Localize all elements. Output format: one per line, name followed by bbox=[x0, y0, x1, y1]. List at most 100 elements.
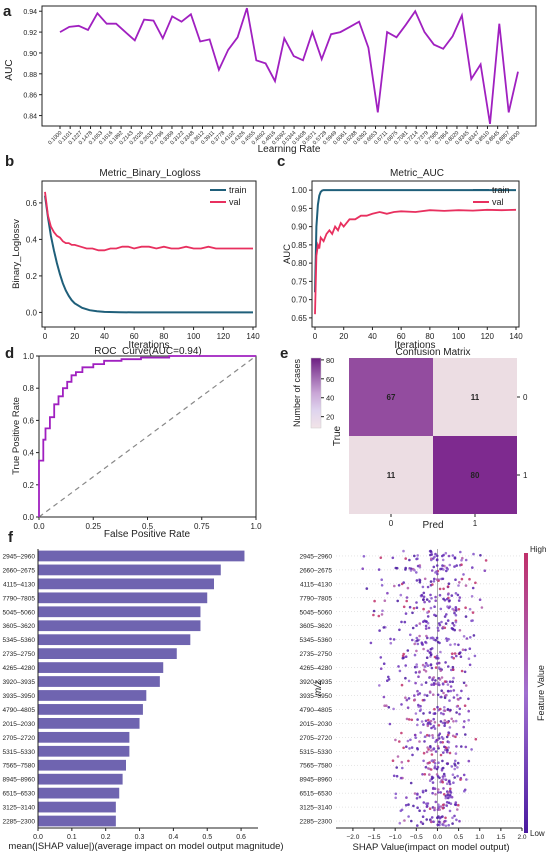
chart-f-right-point bbox=[447, 740, 451, 744]
chart-f-right-point bbox=[455, 693, 459, 697]
chart-f-right-point bbox=[454, 735, 457, 739]
chart-e-cell-value: 67 bbox=[387, 393, 396, 402]
chart-f-right-point bbox=[464, 684, 468, 687]
chart-f-right-point bbox=[456, 774, 459, 778]
chart-f-right-point bbox=[430, 753, 434, 756]
chart-f-right-point bbox=[423, 773, 427, 776]
chart-f-right-point bbox=[422, 751, 426, 755]
chart-f-right-point bbox=[416, 642, 420, 646]
chart-f-right-point bbox=[438, 776, 441, 780]
chart-f-right-point bbox=[425, 663, 429, 666]
chart-f-right-point bbox=[413, 792, 417, 795]
chart-d-ytick-label: 0.2 bbox=[23, 481, 35, 490]
chart-c-legend: train val bbox=[473, 185, 510, 207]
chart-f-right-category-label: 8945–8960 bbox=[299, 777, 332, 784]
chart-f-right-point bbox=[446, 748, 449, 752]
chart-f-left-category-label: 4790–4805 bbox=[2, 707, 35, 714]
chart-f-right-point bbox=[410, 819, 413, 823]
chart-f-right-point bbox=[416, 557, 419, 560]
chart-f-right-point bbox=[415, 571, 418, 574]
chart-f-right-point bbox=[447, 791, 450, 794]
chart-f-right-point bbox=[421, 789, 425, 793]
chart-f-right-point bbox=[460, 669, 464, 673]
chart-f-right-point bbox=[441, 775, 445, 778]
chart-f-right-point bbox=[386, 679, 389, 682]
chart-f-right-point bbox=[445, 637, 448, 640]
chart-f-right-point bbox=[463, 670, 467, 674]
chart-f-right-point bbox=[422, 595, 426, 599]
chart-f-right-point bbox=[444, 778, 448, 781]
chart-f-right-point bbox=[433, 577, 436, 581]
chart-f-right-point bbox=[470, 619, 473, 623]
chart-d-axes: 0.0 0.25 0.5 0.75 1.0 0.0 0.2 0.4 0.6 0.8 1.0 bbox=[23, 352, 262, 531]
chart-f-right-point bbox=[431, 636, 434, 639]
chart-f-right-point bbox=[407, 697, 411, 700]
chart-f-right-point bbox=[413, 698, 417, 701]
chart-f-right-point bbox=[437, 803, 440, 806]
chart-f-left-xtick-label: 0.2 bbox=[101, 834, 111, 841]
chart-f-right-point bbox=[410, 746, 414, 749]
chart-f-right-point bbox=[442, 793, 446, 796]
chart-f-right-point bbox=[402, 581, 406, 584]
chart-f-right-point bbox=[398, 821, 402, 825]
chart-f-right-point bbox=[472, 552, 475, 556]
chart-f-right-point bbox=[453, 556, 457, 559]
chart-e-xlabel: Pred bbox=[422, 520, 443, 531]
chart-f-right-point bbox=[446, 567, 450, 571]
chart-e-ylabel: True bbox=[332, 425, 343, 446]
chart-f-right-point bbox=[443, 745, 446, 749]
chart-f-right-point bbox=[421, 822, 425, 825]
chart-f-right-point bbox=[420, 593, 424, 597]
chart-f-right-point bbox=[422, 668, 426, 672]
chart-c-xtick-label: 0 bbox=[313, 332, 318, 341]
chart-f-right-point bbox=[405, 796, 408, 799]
chart-f-right-point bbox=[440, 735, 444, 739]
chart-f-right-point bbox=[431, 678, 434, 682]
chart-f-right-point bbox=[438, 593, 442, 597]
chart-f-right-point bbox=[460, 689, 463, 693]
chart-f-right-point bbox=[462, 573, 465, 576]
chart-f-right-xlabel: SHAP Value(impact on model output) bbox=[352, 842, 509, 853]
chart-f-right-point bbox=[398, 628, 401, 632]
chart-f-right-point bbox=[399, 809, 403, 813]
chart-f-right-point bbox=[403, 819, 406, 822]
chart-f-right-point bbox=[432, 682, 436, 685]
chart-f-right-point bbox=[413, 554, 416, 558]
chart-e-cell bbox=[349, 358, 433, 436]
chart-a-xlabel: Learning Rate bbox=[258, 144, 321, 155]
chart-f-right-point bbox=[438, 623, 442, 627]
chart-f-right-point bbox=[435, 578, 439, 581]
chart-f-right-point bbox=[426, 621, 430, 625]
chart-e-colorbar-tick-label: 80 bbox=[326, 356, 334, 365]
chart-f-right-point bbox=[383, 599, 387, 602]
chart-f-right-point bbox=[409, 781, 413, 785]
chart-f-right-point bbox=[401, 654, 405, 658]
chart-e-xtick-label: 1 bbox=[473, 519, 478, 528]
chart-f-right-point bbox=[449, 643, 452, 647]
chart-f-right-category-label: 3125–3140 bbox=[299, 805, 332, 812]
chart-f-right-point bbox=[474, 737, 478, 741]
chart-f-right-point bbox=[409, 569, 413, 572]
chart-f-right-point bbox=[414, 712, 418, 715]
chart-f-right-point bbox=[448, 563, 452, 567]
chart-f-right-point bbox=[423, 698, 426, 702]
chart-f-right-point bbox=[408, 605, 412, 609]
chart-f-right-point bbox=[415, 649, 418, 653]
chart-f-right-point bbox=[434, 599, 438, 602]
chart-f-right-point bbox=[424, 624, 428, 628]
chart-a-frame bbox=[41, 5, 537, 127]
chart-f-right-point bbox=[409, 738, 412, 742]
chart-f-left-bar bbox=[38, 704, 143, 715]
chart-f-right-point bbox=[426, 585, 430, 589]
chart-e-cell-value: 11 bbox=[471, 393, 480, 402]
chart-f-right-point bbox=[422, 723, 425, 726]
chart-f-right-point bbox=[455, 705, 459, 708]
chart-c-xtick-label: 140 bbox=[509, 332, 523, 341]
chart-f-right-point bbox=[416, 718, 419, 721]
chart-f-left-bar bbox=[38, 718, 140, 729]
chart-f-right-point bbox=[469, 636, 472, 639]
chart-f-right-point bbox=[418, 622, 422, 625]
chart-f-right-point bbox=[455, 564, 459, 567]
chart-f-right-point bbox=[429, 653, 433, 657]
